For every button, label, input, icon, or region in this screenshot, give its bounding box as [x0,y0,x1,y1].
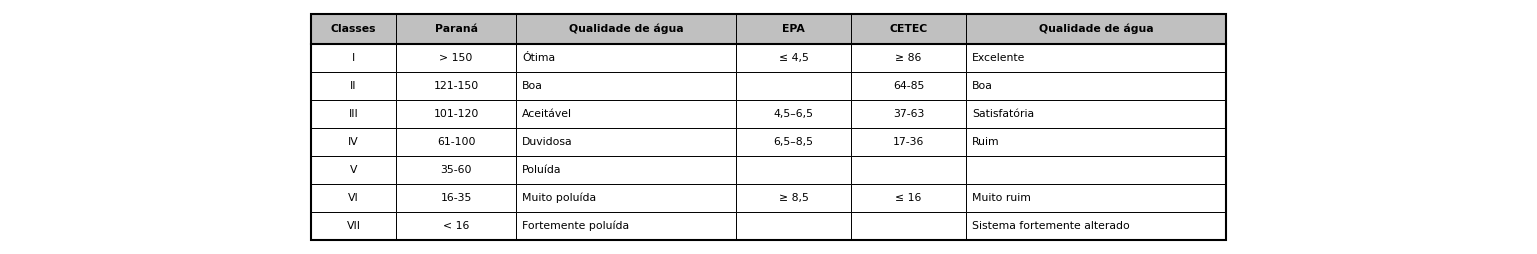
Bar [397,212,516,240]
Text: Fortemente poluída: Fortemente poluída [523,221,629,231]
Text: > 150: > 150 [440,53,473,63]
Text: ≥ 86: ≥ 86 [896,53,922,63]
Bar [736,100,851,128]
Text: Aceitável: Aceitável [523,109,572,119]
Bar [965,14,1227,44]
Bar [736,184,851,212]
Bar [851,72,965,100]
Bar [965,44,1227,72]
Bar [516,156,736,184]
Bar [736,14,851,44]
Bar [397,44,516,72]
Bar [965,184,1227,212]
Text: 37-63: 37-63 [893,109,924,119]
Bar [965,212,1227,240]
Text: Sistema fortemente alterado: Sistema fortemente alterado [971,221,1130,231]
Bar [965,100,1227,128]
Text: Poluída: Poluída [523,165,561,175]
Text: 101-120: 101-120 [433,109,478,119]
Text: Duvidosa: Duvidosa [523,137,573,147]
Bar [397,156,516,184]
Text: Classes: Classes [330,24,377,34]
Text: 16-35: 16-35 [440,193,472,203]
Text: III: III [349,109,358,119]
Bar [310,184,397,212]
Text: Excelente: Excelente [971,53,1025,63]
Bar [516,184,736,212]
Bar [516,212,736,240]
Text: Muito poluída: Muito poluída [523,193,596,203]
Bar [397,14,516,44]
Text: Ruim: Ruim [971,137,999,147]
Text: Boa: Boa [523,81,543,91]
Bar [851,184,965,212]
Text: Muito ruim: Muito ruim [971,193,1031,203]
Bar [397,100,516,128]
Bar [851,44,965,72]
Bar [851,128,965,156]
Text: Boa: Boa [971,81,993,91]
Bar [965,156,1227,184]
Text: 121-150: 121-150 [433,81,478,91]
Text: ≤ 16: ≤ 16 [896,193,922,203]
Bar [310,100,397,128]
Text: CETEC: CETEC [890,24,928,34]
Bar [310,14,397,44]
Text: 35-60: 35-60 [440,165,472,175]
Bar [736,72,851,100]
Bar [851,100,965,128]
Bar [736,44,851,72]
Text: I: I [352,53,355,63]
Text: Satisfatória: Satisfatória [971,109,1034,119]
Bar [516,44,736,72]
Text: ≤ 4,5: ≤ 4,5 [779,53,808,63]
Text: Qualidade de água: Qualidade de água [569,24,684,34]
Text: IV: IV [347,137,358,147]
Text: V: V [350,165,357,175]
Text: 6,5–8,5: 6,5–8,5 [773,137,813,147]
Bar [310,14,1227,240]
Text: 64-85: 64-85 [893,81,924,91]
Text: VI: VI [347,193,358,203]
Text: II: II [350,81,357,91]
Text: 17-36: 17-36 [893,137,924,147]
Bar [397,128,516,156]
Bar [736,128,851,156]
Bar [310,212,397,240]
Text: Qualidade de água: Qualidade de água [1039,24,1153,34]
Bar [736,212,851,240]
Text: < 16: < 16 [443,221,469,231]
Text: Ótima: Ótima [523,53,555,63]
Bar [310,128,397,156]
Bar [397,184,516,212]
Bar [516,72,736,100]
Bar [851,156,965,184]
Bar [310,72,397,100]
Text: 4,5–6,5: 4,5–6,5 [773,109,813,119]
Text: Paraná: Paraná [435,24,478,34]
Text: EPA: EPA [782,24,805,34]
Bar [516,14,736,44]
Text: 61-100: 61-100 [437,137,475,147]
Bar [965,72,1227,100]
Text: ≥ 8,5: ≥ 8,5 [779,193,808,203]
Bar [516,100,736,128]
Bar [516,128,736,156]
Text: VII: VII [346,221,361,231]
Bar [736,156,851,184]
Bar [310,44,397,72]
Bar [310,156,397,184]
Bar [851,14,965,44]
Bar [851,212,965,240]
Bar [965,128,1227,156]
Bar [397,72,516,100]
